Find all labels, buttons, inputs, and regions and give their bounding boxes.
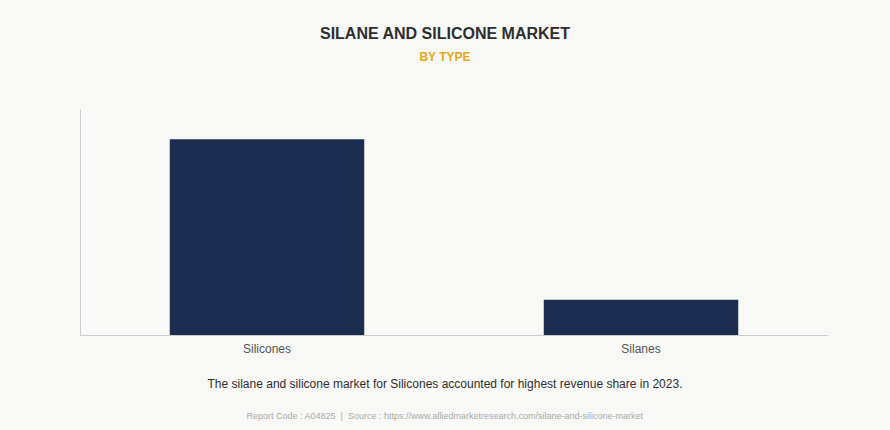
svg-text:Report Code : A04825 | Sourc: Report Code : A04825 | Source : https://… xyxy=(246,411,643,421)
svg-text:SILANE AND SILICONE MARKET: SILANE AND SILICONE MARKET xyxy=(320,25,570,42)
svg-text:The silane and silicone market: The silane and silicone market for Silic… xyxy=(208,377,683,391)
svg-text:Silanes: Silanes xyxy=(621,342,660,356)
svg-text:Silicones: Silicones xyxy=(243,342,291,356)
svg-text:BY TYPE: BY TYPE xyxy=(419,50,470,64)
